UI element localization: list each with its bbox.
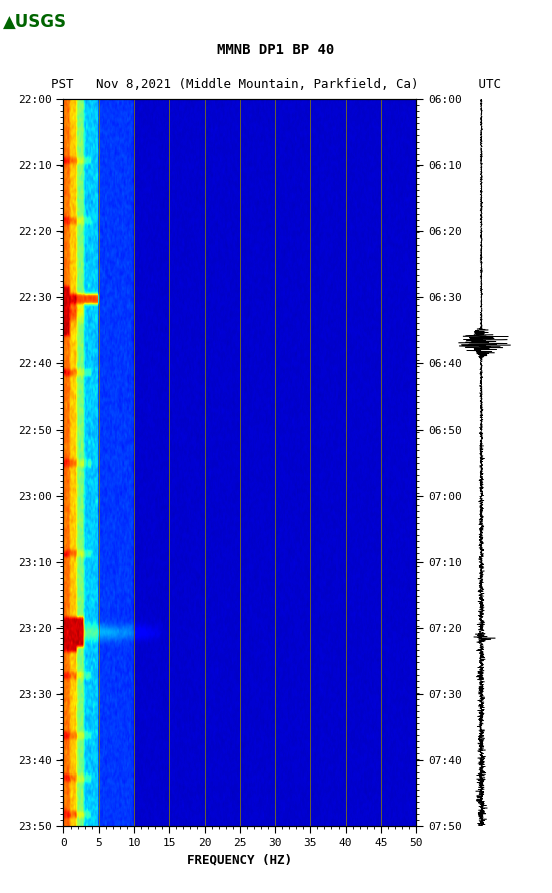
Text: MMNB DP1 BP 40: MMNB DP1 BP 40 [217,43,335,57]
Text: ▲USGS: ▲USGS [3,13,67,30]
Text: PST   Nov 8,2021 (Middle Mountain, Parkfield, Ca)        UTC: PST Nov 8,2021 (Middle Mountain, Parkfie… [51,79,501,91]
X-axis label: FREQUENCY (HZ): FREQUENCY (HZ) [187,854,292,866]
